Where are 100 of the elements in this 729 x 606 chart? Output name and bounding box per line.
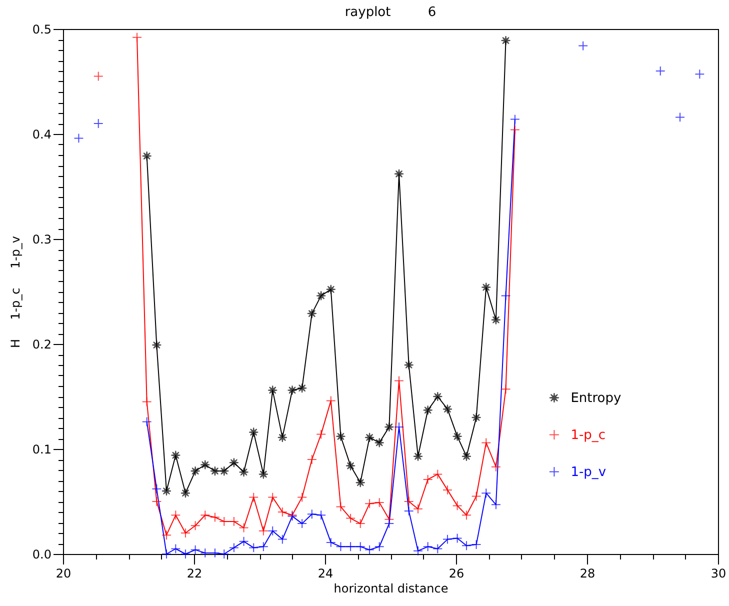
- point: [162, 486, 172, 496]
- point: [238, 467, 249, 478]
- point: [268, 492, 278, 502]
- point: [200, 460, 210, 470]
- point: [374, 542, 384, 552]
- x-tick-label: 30: [710, 566, 726, 580]
- point: [394, 168, 404, 179]
- point: [336, 431, 346, 442]
- x-tick-label: 28: [580, 566, 596, 580]
- point: [152, 484, 162, 494]
- y-tick-label: 0.1: [32, 442, 52, 456]
- point: [93, 71, 104, 82]
- point: [490, 314, 501, 325]
- point: [180, 488, 190, 498]
- point: [258, 542, 268, 552]
- point: [510, 124, 520, 135]
- point: [152, 340, 162, 350]
- point: [578, 40, 588, 51]
- point: [675, 112, 685, 122]
- point: [336, 542, 346, 552]
- point: [442, 404, 452, 414]
- point: [694, 69, 705, 80]
- point: [471, 491, 482, 502]
- point: [268, 385, 278, 396]
- point: [162, 549, 172, 559]
- point: [490, 500, 501, 510]
- point: [404, 360, 414, 370]
- point: [355, 478, 366, 488]
- point: [500, 290, 511, 301]
- point: [132, 32, 142, 42]
- point: [219, 466, 230, 476]
- legend-label: 1-p_c: [570, 428, 606, 443]
- point: [432, 392, 443, 402]
- point: [74, 133, 84, 144]
- point: [346, 460, 356, 471]
- point: [481, 282, 492, 292]
- x-tick-label: 24: [318, 566, 334, 580]
- point: [190, 520, 200, 531]
- point: [142, 396, 152, 407]
- y-tick-label: 0.5: [32, 22, 52, 36]
- point: [268, 526, 278, 536]
- point: [326, 537, 336, 548]
- point: [180, 549, 190, 559]
- point: [471, 412, 482, 422]
- point: [364, 432, 375, 442]
- point: [297, 518, 308, 529]
- point: [422, 474, 433, 484]
- point: [452, 533, 462, 544]
- point: [162, 530, 172, 540]
- y-tick-label: 0.2: [32, 338, 52, 352]
- point: [413, 546, 423, 556]
- point: [306, 308, 317, 319]
- point: [471, 540, 482, 550]
- point: [190, 466, 200, 476]
- point: [442, 484, 452, 495]
- point: [93, 118, 104, 128]
- point: [374, 438, 384, 448]
- point: [228, 542, 239, 553]
- point: [258, 526, 268, 536]
- x-tick-label: 26: [448, 566, 464, 580]
- point: [336, 502, 346, 512]
- point: [200, 510, 210, 520]
- point: [510, 114, 520, 124]
- point: [432, 544, 443, 554]
- point: [481, 438, 492, 448]
- point: [452, 431, 462, 442]
- point: [210, 512, 220, 522]
- point: [248, 542, 259, 553]
- point: [238, 522, 249, 533]
- point: [190, 544, 200, 555]
- point: [364, 544, 375, 555]
- point: [142, 416, 152, 427]
- point: [432, 469, 443, 480]
- point: [355, 542, 366, 552]
- legend-label: 1-p_v: [570, 464, 606, 480]
- point: [462, 451, 472, 462]
- point: [462, 510, 472, 520]
- point: [248, 427, 259, 438]
- point: [219, 549, 230, 559]
- legend-label: Entropy: [570, 390, 622, 406]
- point: [346, 542, 356, 552]
- point: [306, 509, 317, 520]
- point: [180, 528, 190, 538]
- point: [152, 496, 162, 506]
- point: [442, 534, 452, 544]
- point: [355, 518, 366, 529]
- y-tick-label: 0.4: [32, 128, 52, 142]
- point: [346, 513, 356, 524]
- point: [500, 36, 511, 46]
- point: [462, 540, 472, 551]
- point: [142, 151, 152, 162]
- point: [287, 385, 298, 396]
- chart-title: rayplot 6: [344, 5, 436, 20]
- point: [364, 498, 375, 509]
- point: [422, 405, 433, 416]
- point: [413, 451, 423, 462]
- point: [326, 396, 336, 406]
- point: [316, 290, 326, 301]
- point: [384, 518, 394, 529]
- point: [277, 534, 288, 544]
